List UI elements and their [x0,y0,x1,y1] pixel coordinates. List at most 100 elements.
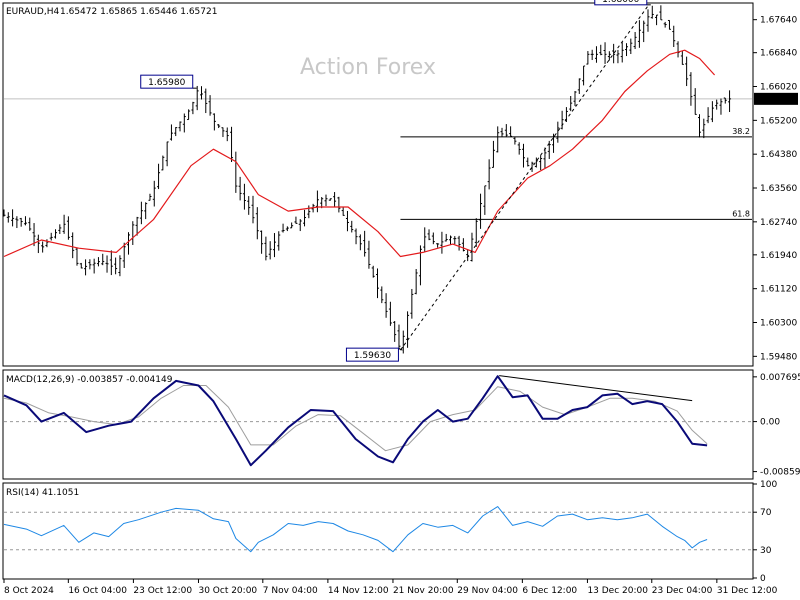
price-bar [191,101,195,115]
time-axis-label: 16 Oct 04:00 [68,586,127,596]
price-bar [418,245,422,286]
time-axis-label: 6 Dec 12:00 [522,586,577,596]
price-bar [272,233,276,258]
price-bar [693,88,697,115]
price-bar [388,301,392,326]
macd-axis-label: -0.008599 [760,468,800,478]
price-bar [152,180,156,207]
rsi-line [3,506,708,553]
price-bar [590,49,594,61]
price-bar [680,50,684,65]
price-bar [376,268,380,299]
price-bar [457,235,461,251]
price-bar [663,21,667,28]
price-bar [225,127,229,142]
price-bar [637,20,641,48]
price-bar [556,121,560,143]
price-bar [625,43,629,57]
price-bar [187,109,191,121]
price-bar [706,107,710,124]
price-bar [260,230,264,254]
price-bar [483,185,487,215]
rsi-axis-label: 0 [760,574,766,584]
price-bar [710,101,714,123]
price-bar [616,49,620,64]
price-bar [431,232,435,245]
symbol-label: EURAUD,H4 [6,7,59,17]
price-bar [436,243,440,248]
price-bar [423,227,427,252]
price-bar [71,232,75,259]
price-bar [62,214,66,234]
price-bar [2,209,6,217]
price-bar [277,231,281,251]
price-axis-label: 1.67640 [760,16,797,26]
price-bar [165,141,169,167]
price-bar [19,217,23,227]
price-panel-frame [2,2,754,367]
price-bar [655,14,659,26]
price-bar [491,140,495,168]
price-bar [174,127,178,137]
price-bar [633,31,637,50]
price-bar [646,9,650,32]
watermark: Action Forex [300,55,436,80]
axes: 1.67640 1.66840 1.66020 1.65200 1.64380 1.635… [3,16,800,596]
price-bar [109,250,113,276]
price-bar [448,235,452,245]
price-annotation-label: 1.68000 [602,0,639,5]
time-axis-label: 14 Nov 12:00 [328,586,389,596]
price-bar [689,72,693,106]
rsi-axis-label: 30 [760,546,772,556]
price-bar [521,143,525,168]
price-bar [221,127,225,138]
price-bar [453,236,457,245]
price-bar [569,95,573,112]
price-bar [6,212,10,223]
moving-average-line [3,49,716,258]
price-bar [345,210,349,232]
macd-axis-label: 0.007695 [760,373,800,383]
price-bar [414,269,418,295]
fib-label: 38.2 [732,127,750,136]
price-bar [217,124,221,129]
macd-panel-frame [2,369,754,480]
price-bar [380,286,384,304]
price-bar [101,253,105,266]
price-bar [148,193,152,201]
price-bar [642,20,646,43]
macd-axis-label: 0.00 [760,418,780,428]
price-bar [371,265,375,278]
price-bar [410,288,414,319]
price-bar [650,5,654,19]
price-bar [204,88,208,114]
price-bar [144,202,148,220]
price-bar [45,239,49,248]
price-bar [543,147,547,169]
price-bar [384,293,388,318]
price-axis-label: 1.60300 [760,319,797,329]
time-axis-label: 31 Dec 12:00 [717,586,778,596]
price-bar [238,176,242,201]
price-bar [461,238,465,252]
price-annotation-box [140,74,194,89]
price-bar [135,216,139,236]
price-bar [715,99,719,110]
time-axis-label: 7 Nov 04:00 [263,586,318,596]
price-bar [539,155,543,171]
price-bar [603,42,607,64]
price-bar [719,98,723,115]
price-bar [58,224,62,234]
price-bar [303,209,307,227]
macd-title: MACD(12,26,9) -0.003857 -0.004149 [6,375,173,385]
price-bar [122,242,126,268]
price-bar [427,229,431,241]
price-bar [620,42,624,63]
price-bar [354,228,358,245]
price-bar [333,192,337,207]
price-annotation-box [594,0,648,6]
price-bar [513,137,517,145]
price-bar [75,247,79,266]
